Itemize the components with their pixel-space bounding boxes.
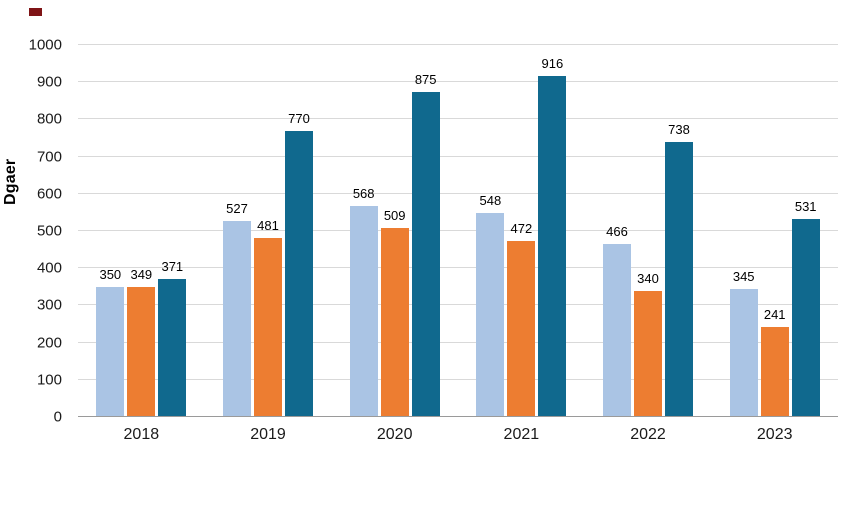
bar-series-dark-teal-2022: 738 <box>665 123 694 417</box>
bar-group-2020: 568 509 875 <box>331 45 458 417</box>
bar-value-label: 350 <box>99 266 122 282</box>
gridline <box>78 155 838 157</box>
y-tick-label: 400 <box>36 259 62 277</box>
bar-series-orange-2023: 241 <box>760 308 789 417</box>
bar-value-label: 241 <box>763 307 786 323</box>
bar-group-2018: 350 349 371 <box>78 45 205 417</box>
bar-value-label: 770 <box>288 110 310 126</box>
y-tick-label: 300 <box>36 296 62 314</box>
y-tick-label: 800 <box>36 110 62 128</box>
bar-value-label: 472 <box>510 221 533 237</box>
y-tick-label: 900 <box>36 73 62 91</box>
bar-series-dark-teal-2021: 916 <box>538 57 567 417</box>
bar-series-dark-teal-2019: 770 <box>285 112 313 417</box>
x-tick-label-2021: 2021 <box>503 426 540 443</box>
bar-groups: 350 349 371 527 481 770 568 509 875 548 472 916 466 3… <box>78 45 838 417</box>
bar-group-2023: 345 241 531 <box>711 45 838 417</box>
x-axis-line <box>78 416 838 417</box>
bar-series-dark-teal-2018: 371 <box>158 260 187 417</box>
bar-value-label: 548 <box>479 193 502 209</box>
x-tick-label-2018: 2018 <box>123 426 160 443</box>
gridline <box>78 267 838 269</box>
y-tick-label: 600 <box>36 185 62 203</box>
bar-value-label: 875 <box>414 71 437 87</box>
bar-series-orange-2019: 481 <box>254 219 282 417</box>
bar-value-label: 738 <box>668 122 690 138</box>
bar-series-orange-2022: 340 <box>634 272 663 417</box>
x-tick-label-2019: 2019 <box>250 426 286 443</box>
bar-value-label: 531 <box>794 199 817 215</box>
gridline <box>78 81 838 83</box>
bar-series-light-blue-2021: 548 <box>476 194 505 417</box>
bar-group-2022: 466 340 738 <box>585 45 712 417</box>
bar-series-light-blue-2023: 345 <box>729 270 758 417</box>
y-tick-label: 1000 <box>28 36 62 54</box>
bar-series-dark-teal-2023: 531 <box>791 200 820 417</box>
plot-area: 350 349 371 527 481 770 568 509 875 548 472 916 466 3… <box>78 44 838 417</box>
bar-series-orange-2020: 509 <box>380 209 409 417</box>
gridline <box>78 230 838 231</box>
bar-series-orange-2021: 472 <box>507 222 536 417</box>
x-tick-label-2020: 2020 <box>376 426 413 443</box>
bar-series-light-blue-2022: 466 <box>603 225 632 417</box>
bar-group-2019: 527 481 770 <box>205 45 332 417</box>
bar-series-light-blue-2019: 527 <box>223 202 251 417</box>
bar-value-label: 371 <box>161 259 184 274</box>
x-tick-label-2022: 2022 <box>630 426 666 443</box>
bar-value-label: 509 <box>383 207 406 223</box>
bar-series-light-blue-2018: 350 <box>96 268 125 417</box>
y-tick-label: 500 <box>36 222 62 240</box>
bar-series-orange-2018: 349 <box>127 268 156 417</box>
top-left-marker <box>29 8 42 16</box>
bar-value-label: 349 <box>130 267 153 283</box>
gridline <box>78 192 838 194</box>
bar-value-label: 466 <box>606 223 628 239</box>
bar-value-label: 345 <box>732 268 755 284</box>
gridline <box>78 304 838 306</box>
gridline <box>78 118 838 120</box>
x-tick-label-2023: 2023 <box>756 426 793 443</box>
bar-series-light-blue-2020: 568 <box>349 187 378 417</box>
gridline <box>78 341 838 343</box>
bar-value-label: 340 <box>637 270 659 286</box>
gridline <box>78 44 838 45</box>
bar-value-label: 481 <box>257 218 279 234</box>
gridline <box>78 378 838 380</box>
y-tick-label: 200 <box>36 334 62 352</box>
bar-value-label: 916 <box>541 56 564 72</box>
y-tick-label: 700 <box>36 148 62 166</box>
y-tick-label: 0 <box>53 408 62 426</box>
bar-series-dark-teal-2020: 875 <box>411 73 440 417</box>
bar-value-label: 527 <box>226 200 248 216</box>
bar-value-label: 568 <box>352 185 375 201</box>
y-axis-tick-labels: 0 100 200 300 400 500 600 700 800 900 1000 <box>0 38 70 425</box>
bar-group-2021: 548 472 916 <box>458 45 585 417</box>
y-tick-label: 100 <box>36 371 62 389</box>
x-axis-tick-labels: 2018 2019 2020 2021 2022 2023 <box>78 426 838 444</box>
